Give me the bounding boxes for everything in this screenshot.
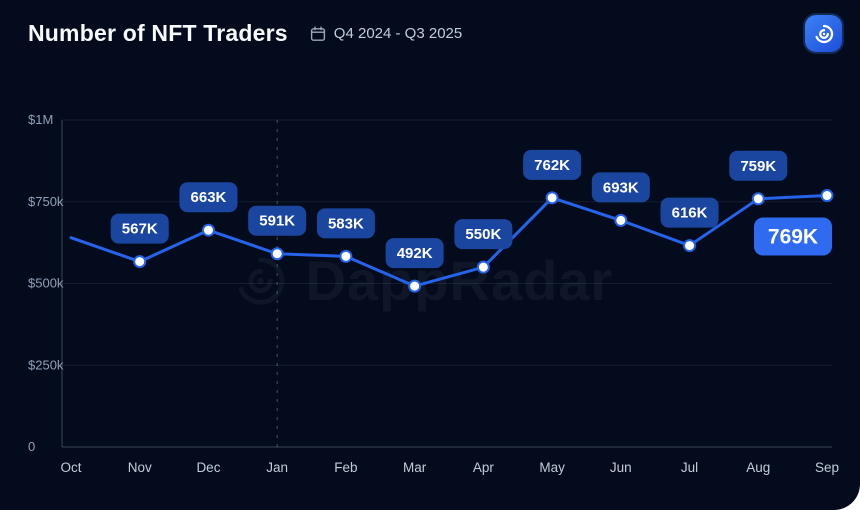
x-tick-label: Feb bbox=[334, 460, 357, 475]
x-tick-label: Aug bbox=[746, 460, 770, 475]
dappradar-logo-icon bbox=[814, 24, 833, 43]
y-tick-label: $250k bbox=[28, 357, 64, 372]
header: Number of NFT Traders Q4 2024 - Q3 2025 bbox=[0, 0, 860, 67]
svg-text:663K: 663K bbox=[191, 189, 227, 206]
value-badge: 567K bbox=[110, 213, 169, 244]
x-tick-label: Nov bbox=[128, 460, 152, 475]
value-badge: 762K bbox=[523, 149, 582, 180]
x-tick-label: Mar bbox=[403, 460, 427, 475]
period-label: Q4 2024 - Q3 2025 bbox=[333, 25, 463, 42]
x-tick-label: May bbox=[539, 460, 565, 475]
data-point[interactable] bbox=[201, 223, 215, 237]
calendar-icon bbox=[310, 26, 325, 41]
svg-text:616K: 616K bbox=[672, 205, 708, 222]
data-point[interactable] bbox=[614, 213, 628, 227]
value-badge: 759K bbox=[729, 150, 788, 181]
svg-text:759K: 759K bbox=[740, 158, 776, 175]
x-tick-label: Dec bbox=[196, 460, 220, 475]
x-tick-label: Apr bbox=[473, 460, 495, 475]
svg-text:583K: 583K bbox=[328, 215, 364, 232]
data-point[interactable] bbox=[545, 191, 559, 205]
svg-text:550K: 550K bbox=[465, 226, 501, 243]
period-selector: Q4 2024 - Q3 2025 bbox=[310, 25, 462, 42]
y-tick-label: $750k bbox=[28, 194, 64, 209]
svg-text:762K: 762K bbox=[534, 157, 570, 174]
value-badge: 550K bbox=[454, 219, 513, 250]
data-point[interactable] bbox=[133, 255, 147, 269]
y-tick-label: $500k bbox=[28, 276, 64, 291]
data-point[interactable] bbox=[476, 260, 490, 274]
svg-text:567K: 567K bbox=[122, 221, 158, 238]
value-badge: 693K bbox=[591, 172, 650, 203]
data-point[interactable] bbox=[751, 192, 765, 206]
dappradar-logo[interactable] bbox=[805, 15, 842, 52]
y-tick-label: 0 bbox=[28, 439, 35, 454]
highlight-value-badge: 769K bbox=[754, 217, 832, 256]
traders-line bbox=[69, 194, 829, 288]
data-point[interactable] bbox=[820, 189, 834, 203]
x-tick-label: Jun bbox=[610, 460, 632, 475]
data-point[interactable] bbox=[339, 249, 353, 263]
page-title: Number of NFT Traders bbox=[28, 20, 288, 46]
value-badge: 616K bbox=[660, 197, 719, 228]
value-badge: 591K bbox=[248, 205, 307, 236]
value-badge: 663K bbox=[179, 182, 238, 213]
x-tick-label: Jul bbox=[681, 460, 698, 475]
svg-text:591K: 591K bbox=[259, 213, 295, 230]
value-badge: 492K bbox=[385, 238, 444, 269]
y-tick-label: $1M bbox=[28, 112, 53, 127]
svg-text:769K: 769K bbox=[768, 226, 818, 249]
data-point[interactable] bbox=[408, 279, 422, 293]
data-point[interactable] bbox=[270, 247, 284, 261]
value-badge: 583K bbox=[316, 208, 375, 239]
x-tick-label: Sep bbox=[815, 460, 839, 475]
x-tick-label: Jan bbox=[266, 460, 288, 475]
data-point[interactable] bbox=[683, 239, 697, 253]
svg-text:693K: 693K bbox=[603, 179, 639, 196]
svg-text:492K: 492K bbox=[397, 245, 433, 262]
x-tick-label: Oct bbox=[60, 460, 81, 475]
